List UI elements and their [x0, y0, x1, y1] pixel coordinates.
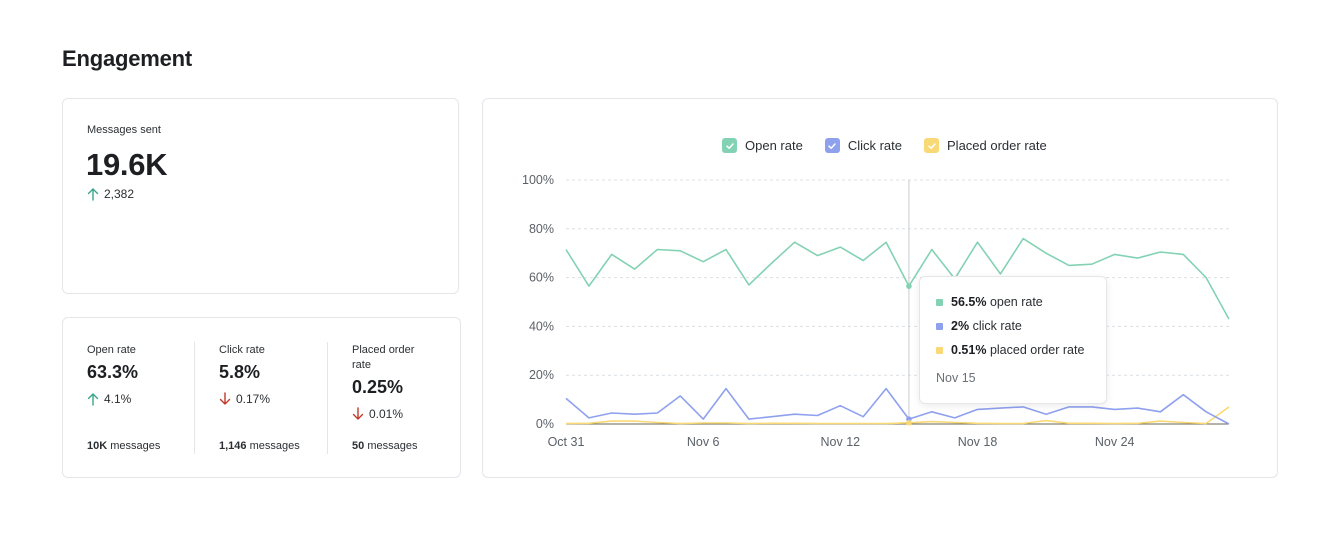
metric-count-suffix: messages	[110, 440, 161, 452]
y-tick-label: 20%	[529, 368, 554, 382]
y-tick-label: 100%	[522, 173, 554, 187]
legend-item-open-rate[interactable]: Open rate	[722, 138, 803, 153]
tooltip-label: placed order rate	[989, 343, 1085, 357]
arrow-down-icon	[352, 407, 364, 420]
metric-delta-value: 4.1%	[104, 392, 132, 406]
tooltip-value: 56.5%	[951, 295, 987, 309]
metric-value: 0.25%	[352, 377, 404, 397]
metric-delta-value: 0.17%	[236, 392, 271, 406]
divider	[327, 342, 328, 454]
metric-value: 63.3%	[87, 362, 139, 382]
metric-delta: 0.01%	[352, 407, 403, 421]
legend-label: Open rate	[745, 138, 803, 153]
legend-label: Placed order rate	[947, 138, 1047, 153]
tooltip-value: 0.51%	[951, 343, 987, 357]
metric-label: Open rate	[87, 344, 136, 356]
series-line-placed-order-rate	[565, 406, 1230, 425]
x-tick-label: Nov 18	[958, 435, 998, 449]
messages-sent-delta: 2,382	[87, 187, 134, 201]
tooltip-text: 0.51% placed order rate	[951, 343, 1084, 357]
y-tick-label: 0%	[536, 417, 554, 431]
legend-item-click-rate[interactable]: Click rate	[824, 138, 903, 153]
metric-open-rate: Open rate 63.3% 4.1% 10K messages	[87, 318, 195, 477]
messages-sent-label: Messages sent	[87, 124, 161, 136]
x-tick-label: Nov 12	[821, 435, 861, 449]
y-tick-label: 80%	[529, 222, 554, 236]
metric-count: 10K	[87, 440, 108, 452]
swatch-icon	[936, 298, 943, 306]
metric-label: Placed order rate	[352, 344, 415, 371]
metric-delta: 4.1%	[87, 392, 131, 406]
swatch-icon	[936, 346, 943, 354]
swatch-icon	[936, 322, 943, 330]
tooltip-row-open-rate: 56.5% open rate	[936, 295, 1043, 309]
metric-count-suffix: messages	[249, 440, 300, 452]
arrow-up-icon	[87, 393, 99, 406]
metric-delta-value: 0.01%	[369, 407, 404, 421]
tooltip-label: click rate	[972, 319, 1022, 333]
messages-sent-delta-value: 2,382	[104, 187, 135, 201]
messages-sent-value: 19.6K	[86, 147, 168, 182]
x-tick-label: Oct 31	[548, 435, 585, 449]
metric-count: 1,146	[219, 440, 247, 452]
checkbox-checked-icon[interactable]	[924, 138, 940, 153]
tooltip-value: 2%	[951, 319, 970, 333]
chart-card	[482, 98, 1278, 478]
metric-placed-order-rate: Placed order rate 0.25% 0.01% 50 message…	[352, 318, 452, 477]
engagement-line-chart: 0% 20% 40% 60% 80% 100% Oct 31 Nov 6 Nov 12 Nov 1…	[522, 173, 1230, 449]
tooltip-text: 56.5% open rate	[951, 295, 1043, 309]
metric-footer: 1,146 messages	[219, 440, 300, 452]
metric-delta: 0.17%	[219, 392, 270, 406]
tooltip-label: open rate	[989, 295, 1043, 309]
tooltip-text: 2% click rate	[951, 319, 1022, 333]
series-line-click-rate	[565, 387, 1230, 425]
tooltip-row-click-rate: 2% click rate	[936, 319, 1022, 333]
metric-footer: 50 messages	[352, 440, 417, 452]
checkbox-checked-icon[interactable]	[722, 138, 737, 153]
tooltip-row-placed-order-rate: 0.51% placed order rate	[936, 343, 1084, 357]
metric-footer: 10K messages	[87, 440, 160, 452]
hover-point	[906, 419, 912, 426]
chart-legend: Open rate Click rate Placed order rate	[722, 138, 1047, 153]
metric-value: 5.8%	[219, 362, 261, 382]
chart-tooltip: 56.5% open rate 2% click rate 0.51% plac…	[919, 276, 1107, 404]
metric-label: Click rate	[219, 344, 265, 356]
y-tick-label: 60%	[529, 271, 554, 285]
metric-click-rate: Click rate 5.8% 0.17% 1,146 messages	[219, 318, 327, 477]
y-tick-label: 40%	[529, 319, 554, 333]
checkbox-checked-icon[interactable]	[824, 138, 840, 153]
x-tick-label: Nov 6	[687, 435, 720, 449]
legend-item-placed-order-rate[interactable]: Placed order rate	[924, 138, 1047, 153]
metric-count: 50	[352, 440, 365, 452]
metric-count-suffix: messages	[367, 440, 418, 452]
arrow-down-icon	[219, 392, 231, 405]
hover-point	[906, 283, 912, 289]
x-tick-label: Nov 24	[1095, 435, 1135, 449]
legend-label: Click rate	[847, 138, 903, 153]
arrow-up-icon	[87, 188, 99, 201]
rates-card: Open rate 63.3% 4.1% 10K messages Click …	[62, 317, 461, 478]
messages-sent-card: Messages sent 19.6K 2,382	[62, 98, 459, 294]
divider	[194, 342, 195, 454]
tooltip-date: Nov 15	[936, 371, 976, 385]
page-title: Engagement	[62, 46, 193, 71]
series-line-open-rate	[565, 237, 1230, 320]
